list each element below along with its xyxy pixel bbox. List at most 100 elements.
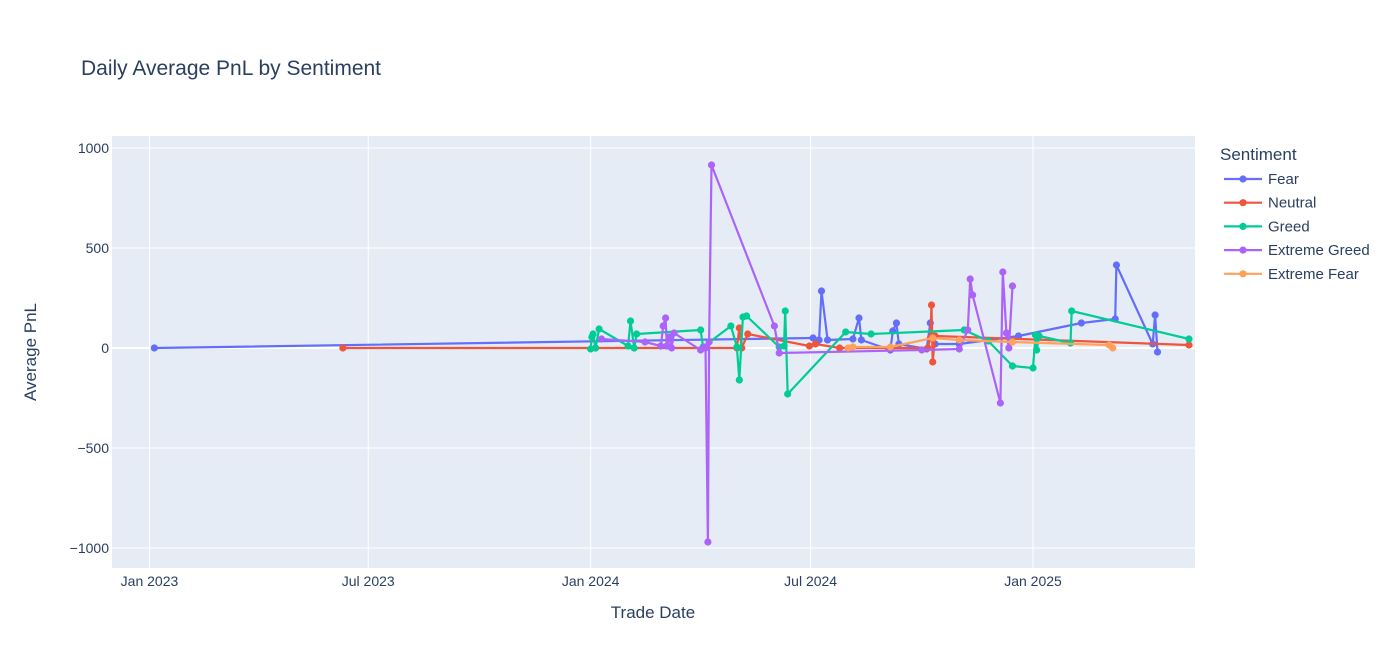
legend-swatch-marker xyxy=(1239,270,1247,278)
data-point-greed[interactable] xyxy=(632,330,641,338)
data-point-greed[interactable] xyxy=(1033,346,1041,354)
data-point-neutral[interactable] xyxy=(927,301,936,309)
data-point-extreme-greed[interactable] xyxy=(597,335,606,343)
data-point-extreme-greed[interactable] xyxy=(770,322,778,330)
data-point-fear[interactable] xyxy=(150,344,158,352)
data-point-greed[interactable] xyxy=(1068,307,1076,315)
x-tick-label: Jan 2024 xyxy=(562,573,620,589)
data-point-extreme-greed[interactable] xyxy=(668,344,676,352)
data-point-extreme-greed[interactable] xyxy=(968,291,977,299)
data-point-fear[interactable] xyxy=(817,287,826,295)
legend-label: Extreme Fear xyxy=(1268,266,1359,283)
data-point-greed[interactable] xyxy=(733,343,741,351)
data-point-neutral[interactable] xyxy=(811,340,820,348)
data-point-extreme-greed[interactable] xyxy=(1008,282,1017,290)
legend-label: Extreme Greed xyxy=(1268,242,1370,259)
data-point-greed[interactable] xyxy=(1185,335,1193,343)
y-tick-label: 1000 xyxy=(78,140,109,156)
data-point-greed[interactable] xyxy=(591,344,600,352)
data-point-extreme-greed[interactable] xyxy=(665,333,673,341)
chart-title: Daily Average PnL by Sentiment xyxy=(81,57,381,80)
legend-swatch-marker xyxy=(1239,246,1247,254)
legend-swatch-marker xyxy=(1239,175,1247,183)
data-point-extreme-greed[interactable] xyxy=(918,346,926,354)
legend-label: Fear xyxy=(1268,171,1299,188)
legend-item-neutral[interactable]: Neutral xyxy=(1224,195,1316,212)
data-point-greed[interactable] xyxy=(727,322,735,330)
data-point-extreme-greed[interactable] xyxy=(641,338,649,346)
data-point-fear[interactable] xyxy=(849,335,857,343)
data-point-extreme-greed[interactable] xyxy=(775,349,783,357)
x-tick-label: Jan 2023 xyxy=(121,573,179,589)
data-point-greed[interactable] xyxy=(742,312,751,320)
data-point-fear[interactable] xyxy=(1153,348,1162,356)
data-point-greed[interactable] xyxy=(842,328,850,336)
data-point-fear[interactable] xyxy=(855,314,863,322)
data-point-extreme-fear[interactable] xyxy=(886,343,895,351)
data-point-greed[interactable] xyxy=(1008,362,1017,370)
data-point-neutral[interactable] xyxy=(744,330,752,338)
data-point-fear[interactable] xyxy=(823,336,832,344)
legend-item-greed[interactable]: Greed xyxy=(1224,218,1310,235)
data-point-greed[interactable] xyxy=(780,342,788,350)
data-point-extreme-greed[interactable] xyxy=(966,275,974,283)
x-tick-label: Jul 2024 xyxy=(784,573,837,589)
series-line-extreme-fear xyxy=(847,336,1114,350)
data-point-neutral[interactable] xyxy=(929,358,937,366)
data-point-greed[interactable] xyxy=(626,317,635,325)
data-point-extreme-greed[interactable] xyxy=(670,329,678,337)
data-point-extreme-greed[interactable] xyxy=(704,538,712,546)
data-point-extreme-greed[interactable] xyxy=(996,399,1004,407)
data-point-neutral[interactable] xyxy=(339,344,347,352)
data-point-extreme-fear[interactable] xyxy=(849,343,857,351)
data-point-greed[interactable] xyxy=(1035,332,1043,340)
legend-item-fear[interactable]: Fear xyxy=(1224,171,1299,188)
data-point-fear[interactable] xyxy=(892,319,901,327)
data-point-extreme-fear[interactable] xyxy=(955,336,963,344)
data-point-extreme-greed[interactable] xyxy=(1002,329,1011,337)
data-point-extreme-greed[interactable] xyxy=(657,342,665,350)
data-point-extreme-greed[interactable] xyxy=(1005,344,1013,352)
data-point-fear[interactable] xyxy=(1112,261,1121,269)
legend-title: Sentiment xyxy=(1220,145,1297,164)
data-point-greed[interactable] xyxy=(589,330,597,338)
data-point-greed[interactable] xyxy=(784,390,792,398)
legend-item-extreme-fear[interactable]: Extreme Fear xyxy=(1224,266,1359,283)
y-tick-label: −500 xyxy=(77,440,109,456)
x-axis-title: Trade Date xyxy=(611,603,695,622)
data-point-greed[interactable] xyxy=(624,342,632,350)
plot-area xyxy=(112,136,1195,568)
data-point-neutral[interactable] xyxy=(836,344,844,352)
data-point-greed[interactable] xyxy=(630,344,638,352)
data-point-extreme-fear[interactable] xyxy=(1109,344,1117,352)
data-point-extreme-greed[interactable] xyxy=(659,322,667,330)
data-point-greed[interactable] xyxy=(595,325,603,333)
data-point-fear[interactable] xyxy=(1151,311,1159,319)
data-point-fear[interactable] xyxy=(809,334,817,342)
data-point-extreme-fear[interactable] xyxy=(929,334,937,342)
legend-swatch-marker xyxy=(1239,222,1247,230)
data-point-greed[interactable] xyxy=(781,307,789,315)
legend-swatch-marker xyxy=(1239,199,1247,207)
data-point-neutral[interactable] xyxy=(805,342,814,350)
y-tick-label: −1000 xyxy=(70,540,110,556)
data-point-extreme-greed[interactable] xyxy=(701,344,710,352)
data-point-greed[interactable] xyxy=(867,330,875,338)
data-point-neutral[interactable] xyxy=(1185,341,1193,349)
data-point-extreme-greed[interactable] xyxy=(707,161,716,169)
y-tick-label: 500 xyxy=(86,240,110,256)
data-point-greed[interactable] xyxy=(735,376,743,384)
data-point-extreme-greed[interactable] xyxy=(661,314,670,322)
series-extreme-greed xyxy=(597,161,1017,546)
data-point-extreme-greed[interactable] xyxy=(955,345,963,353)
data-point-greed[interactable] xyxy=(697,326,705,334)
x-tick-label: Jul 2023 xyxy=(342,573,395,589)
data-point-extreme-fear[interactable] xyxy=(1008,338,1017,346)
data-point-greed[interactable] xyxy=(1029,364,1037,372)
data-point-extreme-greed[interactable] xyxy=(705,338,713,346)
data-point-fear[interactable] xyxy=(857,336,865,344)
legend-item-extreme-greed[interactable]: Extreme Greed xyxy=(1224,242,1370,259)
data-point-extreme-greed[interactable] xyxy=(999,268,1007,276)
data-point-fear[interactable] xyxy=(1077,319,1085,327)
data-point-extreme-greed[interactable] xyxy=(964,326,972,334)
